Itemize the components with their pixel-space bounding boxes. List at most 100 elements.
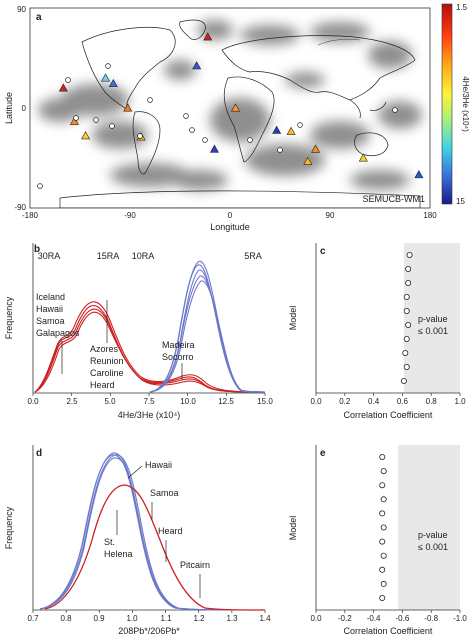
- b-xlabel: 4He/3He (x10⁴): [118, 410, 180, 420]
- b-xtick-0: 0.0: [27, 397, 39, 406]
- lon-tick-minus180: -180: [22, 211, 39, 220]
- lon-tick-minus90: -90: [124, 211, 136, 220]
- c-xtick-labels: 0.0 0.2 0.4 0.6 0.8 1.0: [310, 397, 466, 406]
- d-tick-marks: [32, 610, 266, 613]
- e-ylabel: Model: [288, 516, 298, 541]
- d-xtick-3: 1.0: [126, 614, 138, 623]
- ra-5: 5RA: [244, 251, 262, 261]
- panel-a: a SEMUCB-WM1 90 0 -90 Latitude -180 -90 …: [4, 3, 470, 232]
- xtick-label: 0.2: [339, 397, 351, 406]
- label-azores: Azores: [90, 344, 119, 354]
- label-heard: Heard: [90, 380, 115, 390]
- panel-c-letter: c: [320, 246, 326, 257]
- hotspot-markers: [58, 32, 424, 179]
- d-red-curve: [44, 484, 266, 611]
- ra-30: 30RA: [38, 251, 61, 261]
- panel-e-letter: e: [320, 448, 326, 459]
- label-socorro: Socorro: [162, 352, 194, 362]
- model-point: [402, 349, 409, 356]
- hotspot-triangle: [192, 61, 202, 70]
- d-xtick-2: 0.9: [93, 614, 105, 623]
- panel-d: d Hawaii Samoa St. Helena Heard Pitcairn…: [4, 445, 271, 636]
- b-xtick-3: 7.5: [143, 397, 155, 406]
- hotspot-triangle: [81, 131, 91, 140]
- model-point: [379, 453, 386, 460]
- model-point: [380, 524, 387, 531]
- e-xtick-labels: 0.0 -0.2 -0.4 -0.6 -0.8 -1.0: [310, 614, 467, 623]
- d-xtick-7: 1.4: [259, 614, 271, 623]
- colorbar-label: 4He/3He (x10⁴): [461, 76, 470, 132]
- xtick-label: 0.0: [310, 614, 322, 623]
- label-helena: Helena: [104, 549, 133, 559]
- d-xlabel: 208Pb*/206Pb*: [118, 626, 180, 636]
- hotspot-triangle: [209, 144, 219, 153]
- e-tick-marks: [315, 610, 461, 613]
- xtick-label: 0.8: [426, 397, 438, 406]
- hotspot-triangle: [69, 116, 79, 125]
- model-point: [405, 321, 412, 328]
- colorbar-min: 15: [456, 197, 465, 206]
- hotspot-triangle: [203, 32, 213, 41]
- b-xtick-1: 2.5: [66, 397, 78, 406]
- model-point: [379, 566, 386, 573]
- xtick-label: -1.0: [453, 614, 467, 623]
- hotspot-triangle: [108, 78, 118, 88]
- e-pvalue-label: p-value: [418, 530, 448, 540]
- tomography-blobs: [38, 20, 422, 190]
- d-blue-curves: [39, 452, 266, 611]
- b-xtick-5: 12.5: [218, 397, 234, 406]
- c-ylabel: Model: [288, 306, 298, 331]
- model-point: [380, 580, 387, 587]
- ocean-samples: [37, 63, 398, 189]
- xtick-label: -0.8: [424, 614, 438, 623]
- d-xtick-5: 1.2: [193, 614, 205, 623]
- ra-10: 10RA: [132, 251, 155, 261]
- continent-outlines: [59, 19, 421, 208]
- label-galapagos: Galapagos: [36, 328, 80, 338]
- model-point: [405, 279, 412, 286]
- e-points: [379, 453, 387, 602]
- c-tick-marks: [315, 393, 461, 396]
- lon-tick-90: 90: [326, 211, 335, 220]
- d-xtick-0: 0.7: [27, 614, 39, 623]
- panel-c: c p-value ≤ 0.001 0.0 0.2 0.4 0.6 0.8 1.0 Cor…: [288, 243, 466, 420]
- c-shaded-region: [403, 243, 460, 393]
- model-label: SEMUCB-WM1: [363, 194, 426, 204]
- lon-tick-0: 0: [228, 211, 233, 220]
- lon-tick-180: 180: [423, 211, 437, 220]
- longitude-label: Longitude: [210, 222, 250, 232]
- model-point: [406, 251, 413, 258]
- label-heard-d: Heard: [158, 526, 183, 536]
- hotspot-triangle: [358, 153, 368, 162]
- d-ylabel: Frequency: [4, 506, 14, 549]
- model-point: [379, 510, 386, 517]
- model-point: [403, 363, 410, 370]
- arrow-hawaii: [127, 465, 143, 479]
- hotspot-triangle: [414, 170, 424, 179]
- panel-b-tick-marks: [32, 393, 266, 396]
- panel-b-letter: b: [34, 244, 40, 255]
- xtick-label: 0.6: [397, 397, 409, 406]
- b-ylabel: Frequency: [4, 296, 14, 339]
- panel-b-red-curves: [34, 301, 266, 393]
- hotspot-triangle: [311, 144, 321, 153]
- ra-15: 15RA: [97, 251, 120, 261]
- hotspot-triangle: [303, 156, 313, 165]
- panel-a-letter: a: [36, 12, 42, 23]
- label-pitcairn: Pitcairn: [180, 560, 210, 570]
- b-xtick-4: 10.0: [180, 397, 196, 406]
- e-pvalue-value: ≤ 0.001: [418, 542, 448, 552]
- model-point: [403, 307, 410, 314]
- xtick-label: 0.0: [310, 397, 322, 406]
- model-point: [380, 552, 387, 559]
- label-caroline: Caroline: [90, 368, 124, 378]
- d-xtick-6: 1.3: [226, 614, 238, 623]
- label-hawaii-d: Hawaii: [145, 460, 172, 470]
- label-hawaii: Hawaii: [36, 304, 63, 314]
- c-pvalue-value: ≤ 0.001: [418, 326, 448, 336]
- xtick-label: -0.2: [338, 614, 352, 623]
- colorbar: [441, 3, 453, 205]
- e-xlabel: Correlation Coefficient: [344, 626, 433, 636]
- hotspot-triangle: [123, 103, 133, 112]
